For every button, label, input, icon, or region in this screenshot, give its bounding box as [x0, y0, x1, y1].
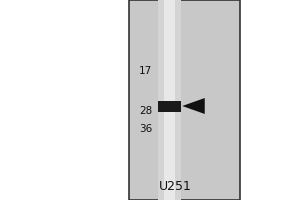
Text: 28: 28 [139, 106, 152, 116]
Bar [158, 0, 181, 200]
Polygon shape [182, 98, 205, 114]
Text: 17: 17 [139, 66, 152, 76]
Text: U251: U251 [159, 180, 192, 192]
Bar [158, 101, 181, 112]
Bar [164, 0, 175, 200]
Bar [129, 0, 240, 200]
Text: 36: 36 [139, 124, 152, 134]
